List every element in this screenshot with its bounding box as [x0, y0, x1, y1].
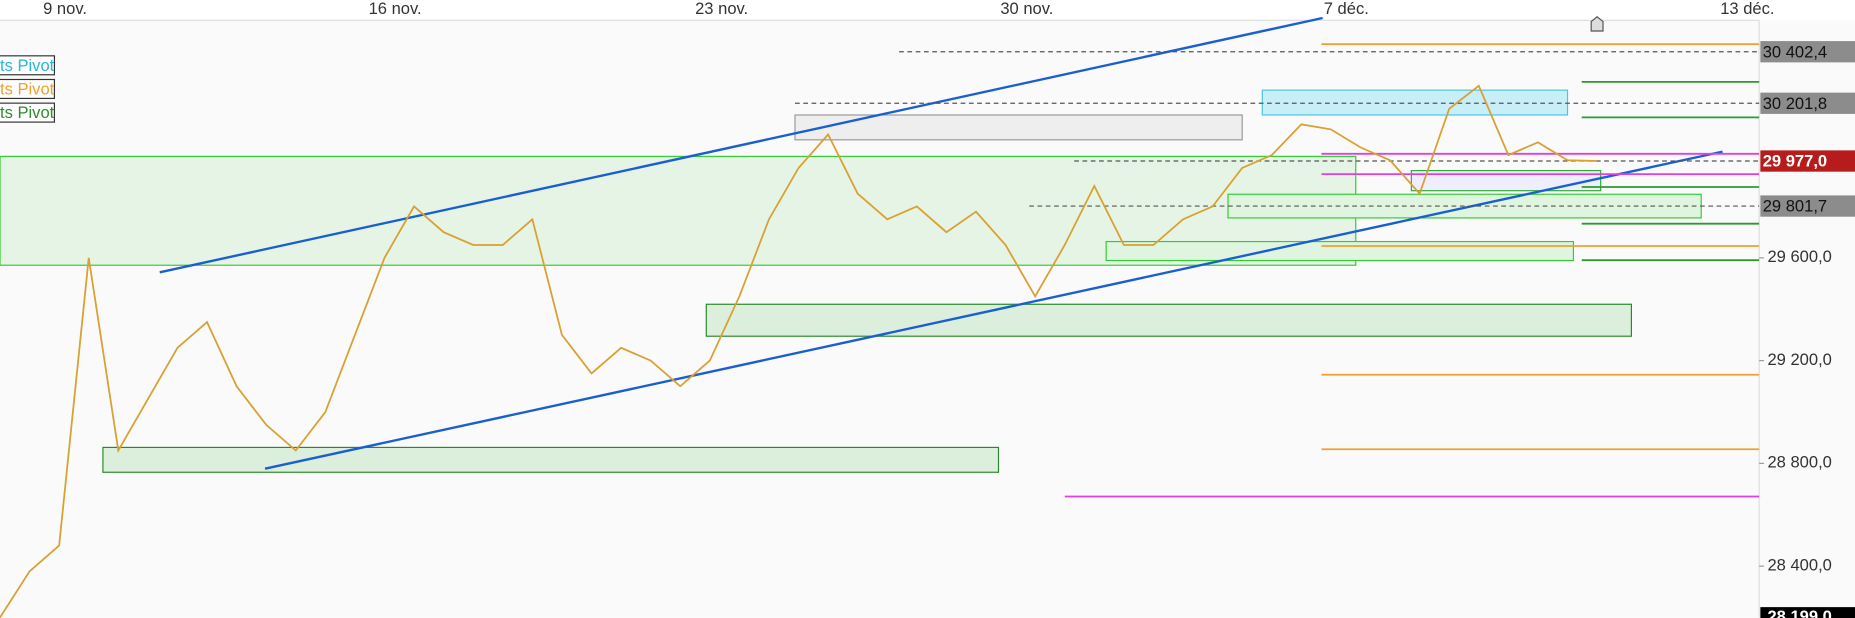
trend-line: [264, 150, 1723, 470]
y-tick-label: 28 400,0: [1767, 556, 1831, 575]
zone: [705, 303, 1632, 337]
x-tick-label: 16 nov.: [369, 0, 422, 18]
zone: [1105, 240, 1575, 262]
legend-box[interactable]: [0, 78, 56, 100]
bottom-label: 28 199,0: [1767, 607, 1831, 618]
legend-label: ts Pivot: [0, 56, 55, 75]
zone: [1410, 169, 1602, 192]
price-label: 30 201,8: [1763, 94, 1827, 113]
x-tick-label: 30 nov.: [1000, 0, 1053, 18]
y-tick-label: 29 600,0: [1767, 247, 1831, 266]
y-tick-label: 28 800,0: [1767, 453, 1831, 472]
x-axis-band: [0, 0, 1855, 21]
price-label-box: [1760, 150, 1855, 172]
price-label-box: [1760, 41, 1855, 63]
price-label-box: [1760, 195, 1855, 217]
x-tick-label: 13 déc.: [1720, 0, 1774, 18]
x-tick-label: 23 nov.: [695, 0, 748, 18]
trend-line: [159, 16, 1323, 274]
legend-box[interactable]: [0, 102, 56, 123]
legend-box[interactable]: [0, 55, 56, 76]
zone: [1261, 89, 1569, 116]
last-label-box: [1760, 607, 1855, 618]
price-line-series: [0, 84, 1598, 618]
zone: [794, 114, 1243, 141]
home-icon[interactable]: [1590, 16, 1604, 32]
x-tick-label: 7 déc.: [1324, 0, 1369, 18]
legend-label: ts Pivot: [0, 80, 55, 99]
legend-label: ts Pivot: [0, 103, 55, 122]
price-label: 29 801,7: [1763, 197, 1827, 216]
x-tick-label: 9 nov.: [43, 0, 87, 18]
price-label: 29 977,0: [1763, 152, 1827, 171]
zone: [102, 446, 1000, 473]
price-label: 30 402,4: [1763, 42, 1827, 61]
price-label-box: [1760, 92, 1855, 114]
y-tick-label: 29 200,0: [1767, 350, 1831, 369]
